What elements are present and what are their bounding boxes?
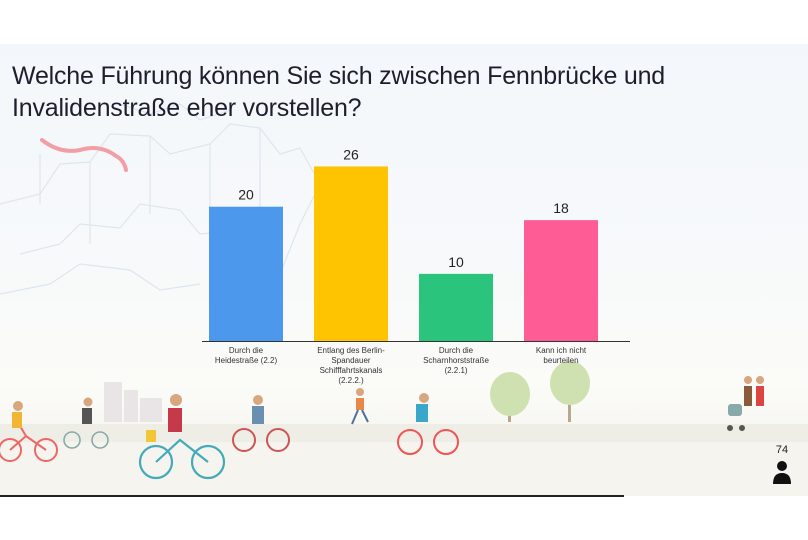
bar-3 <box>419 273 493 341</box>
cyclist-family <box>138 394 226 480</box>
category-label-3: Durch die Scharnhorststraße (2.2.1) <box>423 346 489 375</box>
page-title: Welche Führung können Sie sich zwischen … <box>12 62 666 122</box>
response-count: 74 <box>775 444 789 456</box>
category-label-2: Entlang des Berlin-Spandauer Schifffahrts… <box>317 346 385 385</box>
city-silhouette <box>104 382 162 422</box>
pedestrians <box>727 376 764 431</box>
cyclist-middle <box>232 395 290 452</box>
runner <box>351 388 369 425</box>
cyclist-left <box>0 401 58 462</box>
bar-1 <box>209 206 283 341</box>
person-icon <box>773 461 791 484</box>
bar-value-label-2: 26 <box>343 146 359 162</box>
bar-value-label-3: 10 <box>448 254 464 270</box>
value-labels: 20 26 10 18 <box>238 146 569 269</box>
bar-value-label-4: 18 <box>553 200 569 216</box>
trees <box>490 361 590 422</box>
cyclist-back <box>63 397 109 449</box>
city-map-decoration <box>0 103 808 496</box>
category-label-4: Kann ich nicht beurteilen <box>536 346 587 365</box>
bar-value-label-1: 20 <box>238 187 254 203</box>
bar-2 <box>314 166 388 341</box>
bars <box>209 166 598 341</box>
cyclist-right <box>397 393 459 455</box>
bar-4 <box>524 220 598 341</box>
category-labels: Durch die Heidestraße (2.2) Entlang des Be… <box>215 346 587 385</box>
footer-line <box>0 495 624 497</box>
category-label-1: Durch die Heidestraße (2.2) <box>215 346 278 365</box>
